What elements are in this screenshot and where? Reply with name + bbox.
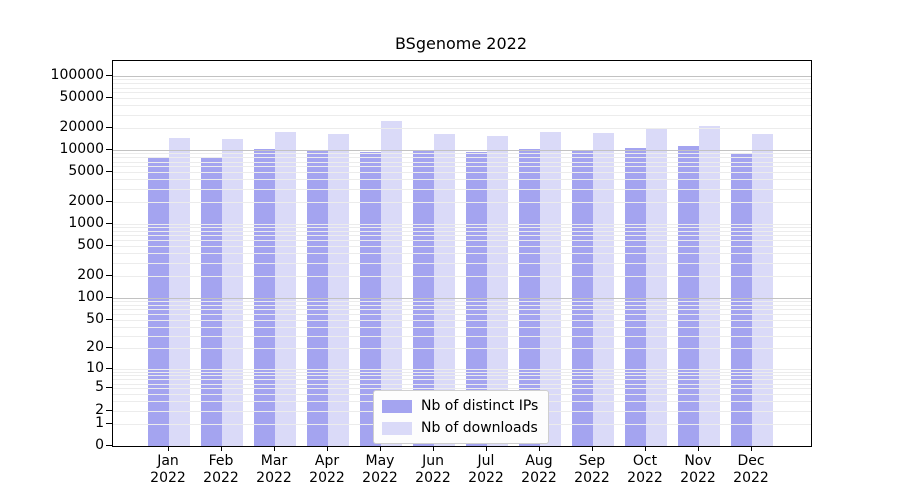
- y-tick-mark: [106, 296, 112, 298]
- x-tick-mark: [751, 446, 752, 451]
- x-tick-mark: [168, 446, 169, 451]
- y-tick-label: 20: [86, 339, 104, 356]
- x-tick-mark: [221, 446, 222, 451]
- x-tick-label-dec: Dec 2022: [733, 453, 769, 486]
- bar-dec-downloads: [752, 133, 773, 446]
- bar-mar-distinct-ips: [254, 149, 275, 446]
- x-tick-label-aug: Aug 2022: [521, 453, 557, 486]
- y-tick-label: 50: [86, 310, 104, 327]
- x-tick-label-apr: Apr 2022: [309, 453, 345, 486]
- y-tick-label: 0: [95, 437, 104, 453]
- bar-jul-downloads: [487, 135, 508, 446]
- x-tick-label-jul: Jul 2022: [468, 453, 504, 486]
- x-tick-mark: [592, 446, 593, 451]
- x-tick-label-mar: Mar 2022: [256, 453, 292, 486]
- x-tick-mark: [327, 446, 328, 451]
- x-tick-label-nov: Nov 2022: [680, 453, 716, 486]
- y-tick-mark: [106, 445, 112, 446]
- y-tick-label: 20000: [59, 118, 104, 135]
- x-tick-mark: [274, 446, 275, 451]
- y-tick-label: 1000: [68, 215, 104, 231]
- y-tick-mark: [106, 274, 112, 276]
- bar-apr-distinct-ips: [307, 151, 328, 446]
- legend-swatch-downloads: [382, 421, 412, 435]
- bar-mar-downloads: [275, 131, 296, 446]
- x-tick-mark: [645, 446, 646, 451]
- legend: Nb of distinct IPs Nb of downloads: [373, 390, 550, 444]
- bar-oct-distinct-ips: [625, 147, 646, 446]
- bar-apr-downloads: [328, 133, 349, 446]
- y-tick-mark: [106, 223, 112, 224]
- chart-title: BSgenome 2022: [394, 34, 527, 53]
- bar-nov-downloads: [699, 126, 720, 446]
- y-tick-mark: [106, 75, 112, 76]
- x-tick-label-may: May 2022: [362, 453, 398, 486]
- y-tick-label: 50000: [59, 89, 104, 106]
- y-tick-label: 2000: [68, 192, 104, 209]
- bar-aug-distinct-ips: [519, 149, 540, 446]
- y-tick-label: 500: [77, 237, 104, 254]
- bar-oct-downloads: [646, 128, 667, 446]
- y-tick-label: 5000: [68, 163, 104, 180]
- y-tick-label: 2: [95, 401, 104, 418]
- y-tick-mark: [106, 126, 112, 128]
- legend-label-distinct-ips: Nb of distinct IPs: [421, 398, 539, 414]
- y-tick-mark: [106, 387, 112, 389]
- x-tick-mark: [433, 446, 434, 451]
- bar-dec-distinct-ips: [731, 154, 752, 446]
- bar-aug-downloads: [540, 131, 561, 446]
- legend-swatch-distinct-ips: [382, 399, 412, 413]
- bar-feb-distinct-ips: [201, 158, 222, 446]
- y-tick-mark: [106, 347, 112, 349]
- bars-layer: [113, 61, 811, 446]
- bar-feb-downloads: [222, 139, 243, 446]
- y-tick-label: 10000: [59, 141, 104, 157]
- x-tick-mark: [698, 446, 699, 451]
- y-tick-mark: [106, 245, 112, 247]
- x-tick-label-jun: Jun 2022: [415, 453, 451, 486]
- y-tick-mark: [106, 422, 112, 424]
- y-tick-mark: [106, 367, 112, 369]
- legend-item-downloads: Nb of downloads: [382, 420, 538, 436]
- y-tick-mark: [106, 171, 112, 173]
- y-tick-mark: [106, 149, 112, 150]
- y-tick-label: 5: [95, 379, 104, 396]
- y-tick-mark: [106, 97, 112, 99]
- bar-sep-distinct-ips: [572, 150, 593, 446]
- legend-label-downloads: Nb of downloads: [421, 420, 538, 436]
- y-tick-label: 100000: [50, 67, 104, 83]
- legend-item-distinct-ips: Nb of distinct IPs: [382, 398, 538, 414]
- bar-jun-downloads: [434, 133, 455, 446]
- bar-nov-distinct-ips: [678, 145, 699, 446]
- x-tick-mark: [380, 446, 381, 451]
- y-tick-label: 100: [77, 288, 104, 305]
- y-tick-mark: [106, 409, 112, 411]
- bar-jan-distinct-ips: [148, 157, 169, 446]
- y-tick-mark: [106, 318, 112, 320]
- x-tick-mark: [486, 446, 487, 451]
- x-tick-mark: [539, 446, 540, 451]
- x-tick-label-oct: Oct 2022: [627, 453, 663, 486]
- x-tick-label-sep: Sep 2022: [574, 453, 610, 486]
- x-tick-label-jan: Jan 2022: [150, 453, 186, 486]
- plot-area: Nb of distinct IPs Nb of downloads: [112, 60, 812, 447]
- y-tick-label: 1: [95, 414, 104, 431]
- bar-jan-downloads: [169, 138, 190, 446]
- y-tick-label: 200: [77, 266, 104, 283]
- y-tick-mark: [106, 200, 112, 202]
- x-tick-label-feb: Feb 2022: [203, 453, 239, 486]
- bar-sep-downloads: [593, 132, 614, 446]
- y-tick-label: 10: [86, 359, 104, 376]
